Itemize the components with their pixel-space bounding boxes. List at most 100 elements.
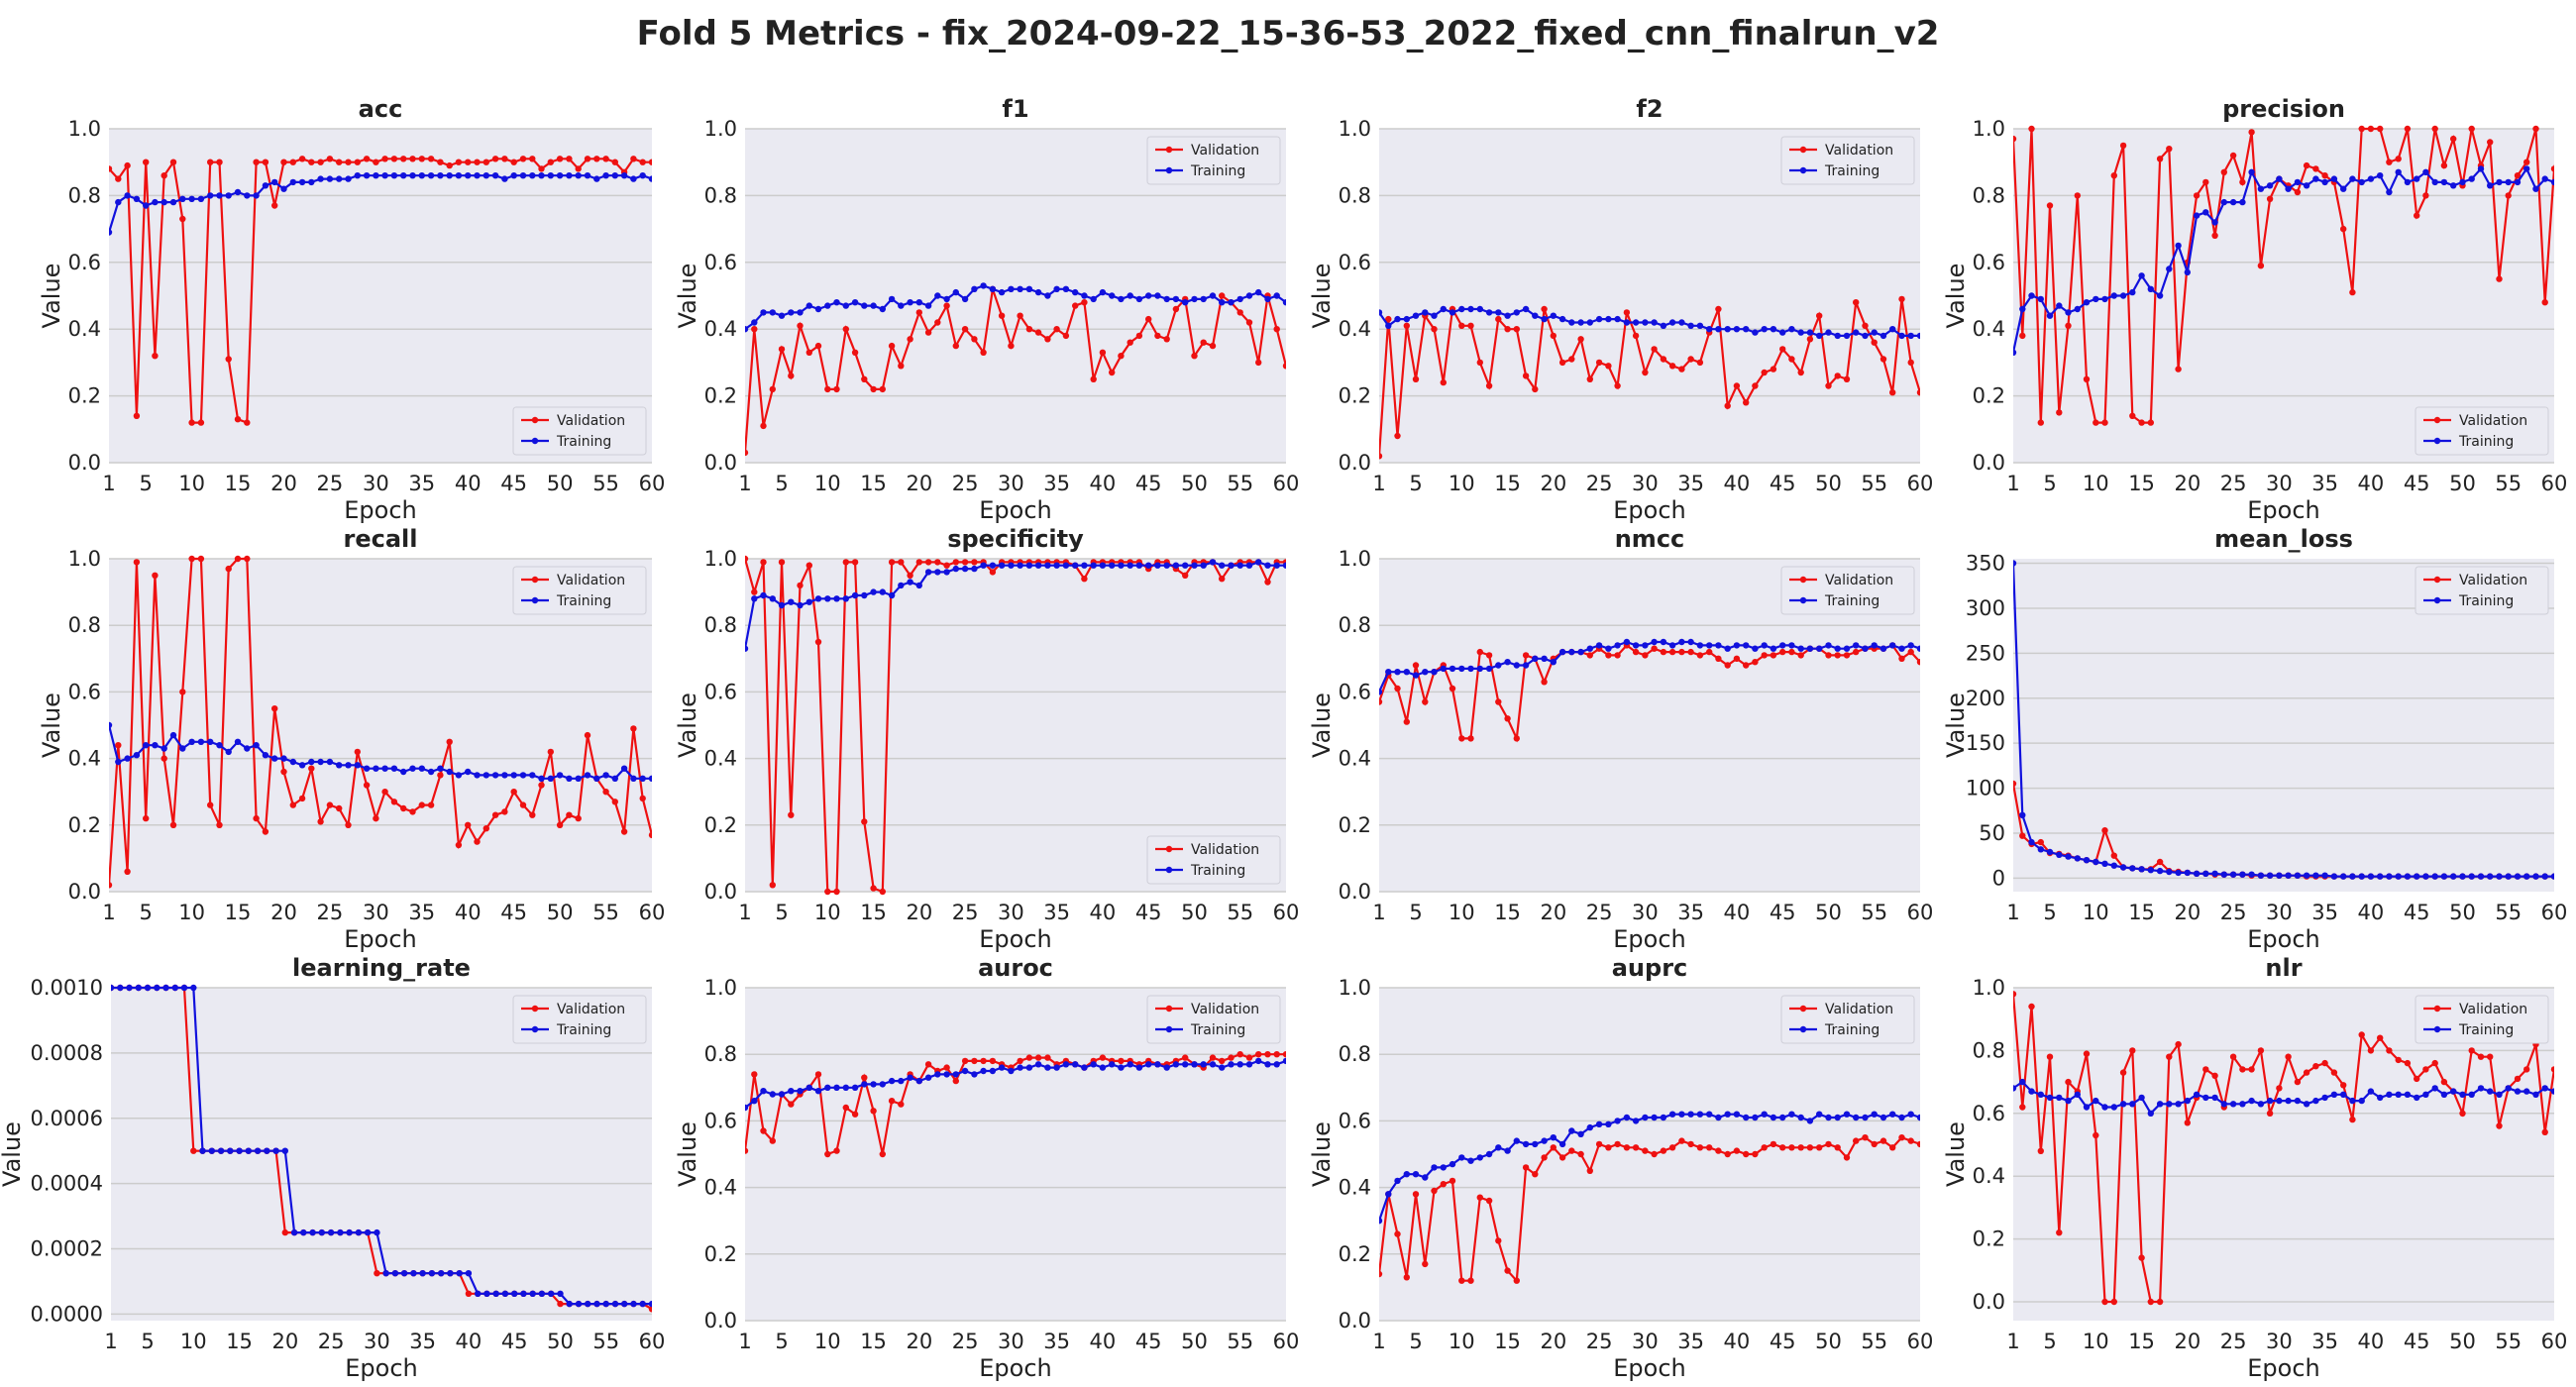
data-point (934, 559, 941, 566)
data-point (2395, 156, 2402, 162)
x-tick-label: 45 (1770, 1330, 1796, 1353)
data-point (814, 1088, 822, 1095)
data-point (1044, 336, 1051, 343)
x-axis-label: Epoch (979, 925, 1052, 953)
y-tick-label: 0.0 (704, 1309, 737, 1333)
data-point (1898, 332, 1905, 340)
data-point (1668, 363, 1676, 370)
data-point (1062, 332, 1070, 340)
y-tick-label: 0.0 (1339, 880, 1371, 904)
data-point (1715, 326, 1722, 333)
data-point (2129, 288, 2136, 296)
data-point (1495, 662, 1502, 669)
y-tick-label: 0.2 (1973, 384, 2005, 408)
data-point (1034, 1054, 1042, 1061)
data-point (109, 882, 113, 889)
data-point (1431, 669, 1438, 676)
data-point (760, 1088, 767, 1095)
data-point (1403, 669, 1411, 676)
data-point (2395, 1091, 2402, 1099)
data-point (961, 1057, 969, 1065)
x-tick-label: 35 (409, 1330, 436, 1353)
data-point (2523, 1088, 2530, 1095)
x-tick-label: 15 (860, 1330, 887, 1353)
x-tick-label: 40 (2358, 472, 2385, 495)
data-point (390, 172, 398, 179)
chart-title: learning_rate (292, 954, 471, 982)
data-point (538, 172, 545, 179)
data-point (1264, 1061, 1271, 1068)
data-point (2386, 873, 2393, 880)
data-point (556, 156, 564, 162)
data-point (943, 569, 950, 576)
data-point (1099, 1054, 1107, 1061)
data-point (1379, 1270, 1383, 1278)
data-point (124, 755, 131, 762)
data-point (2013, 560, 2017, 567)
data-point (1379, 309, 1383, 316)
data-point (225, 565, 232, 573)
data-point (2229, 198, 2237, 206)
data-point (428, 1270, 436, 1277)
data-point (1440, 378, 1448, 386)
data-point (1770, 645, 1777, 652)
data-point (1209, 342, 1217, 350)
data-point (1219, 1064, 1226, 1071)
y-axis-label: Value (0, 1121, 26, 1187)
data-point (760, 559, 767, 566)
data-point (1651, 1150, 1658, 1158)
x-tick-label: 5 (139, 472, 152, 495)
data-point (326, 156, 334, 162)
data-point (2166, 1101, 2173, 1108)
data-point (381, 789, 388, 796)
data-point (915, 309, 922, 316)
x-axis-label: Epoch (1613, 496, 1686, 524)
x-tick-label: 30 (2266, 901, 2293, 924)
data-point (2321, 172, 2328, 179)
data-point (2431, 873, 2438, 880)
data-point (197, 195, 205, 202)
x-tick-label: 1 (104, 1330, 117, 1353)
data-point (1916, 332, 1920, 340)
data-point (575, 172, 582, 179)
data-point (2156, 292, 2164, 299)
data-point (989, 569, 997, 576)
data-point (1733, 642, 1741, 649)
data-point (1273, 1061, 1280, 1068)
data-point (1172, 305, 1180, 313)
data-point (2330, 1069, 2338, 1076)
y-tick-label: 0.8 (704, 183, 737, 207)
data-point (1779, 648, 1786, 656)
y-tick-label: 0.4 (1339, 1176, 1371, 1200)
data-point (2330, 175, 2338, 182)
chart-title: acc (359, 95, 403, 123)
data-point (491, 172, 499, 179)
data-point (1282, 299, 1286, 306)
data-point (465, 821, 472, 828)
x-tick-label: 15 (1494, 901, 1521, 924)
x-tick-label: 10 (1449, 901, 1475, 924)
data-point (2468, 1091, 2475, 1099)
x-tick-label: 25 (952, 472, 979, 495)
data-point (915, 582, 922, 589)
data-point (2367, 1088, 2375, 1095)
y-tick-label: 0.6 (704, 251, 737, 274)
data-point (1558, 1140, 1566, 1148)
data-point (961, 559, 969, 566)
data-point (2266, 1097, 2274, 1105)
data-point (1182, 1061, 1189, 1068)
data-point (2459, 1110, 2466, 1118)
data-point (2019, 832, 2026, 839)
data-point (2110, 852, 2117, 859)
data-point (1642, 1147, 1649, 1154)
data-point (778, 559, 786, 566)
x-tick-label: 25 (317, 901, 344, 924)
data-point (760, 422, 767, 430)
data-point (1504, 1147, 1511, 1154)
data-point (1752, 1150, 1759, 1158)
data-point (557, 1290, 564, 1298)
y-tick-label: 0.4 (1973, 317, 2005, 341)
data-point (1889, 1111, 1896, 1118)
data-point (2285, 1097, 2292, 1105)
x-tick-label: 55 (1227, 472, 1253, 495)
